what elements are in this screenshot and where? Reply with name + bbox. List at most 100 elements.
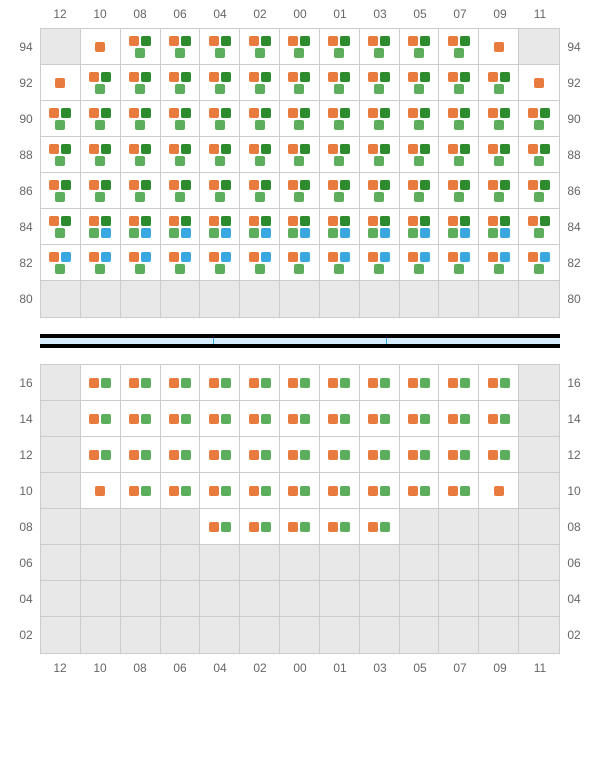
seat-cell[interactable] [121,65,161,101]
seat-cell[interactable] [161,173,201,209]
seat-cell[interactable] [161,137,201,173]
seat-cell[interactable] [200,173,240,209]
seat-cell[interactable] [400,365,440,401]
seat-cell[interactable] [360,401,400,437]
seat-cell[interactable] [161,29,201,65]
seat-cell[interactable] [439,245,479,281]
seat-cell[interactable] [240,137,280,173]
seat-cell[interactable] [81,437,121,473]
seat-cell[interactable] [519,173,559,209]
seat-cell[interactable] [439,65,479,101]
seat-cell[interactable] [360,365,400,401]
seat-cell[interactable] [439,137,479,173]
seat-cell[interactable] [161,101,201,137]
seat-cell[interactable] [121,401,161,437]
seat-cell[interactable] [479,29,519,65]
seat-cell[interactable] [320,65,360,101]
seat-cell[interactable] [121,29,161,65]
seat-cell[interactable] [479,245,519,281]
seat-cell[interactable] [81,401,121,437]
seat-cell[interactable] [400,473,440,509]
seat-cell[interactable] [519,101,559,137]
seat-cell[interactable] [161,65,201,101]
seat-cell[interactable] [121,101,161,137]
seat-cell[interactable] [81,65,121,101]
seat-cell[interactable] [439,209,479,245]
seat-cell[interactable] [360,29,400,65]
seat-cell[interactable] [121,365,161,401]
seat-cell[interactable] [240,473,280,509]
seat-cell[interactable] [320,437,360,473]
seat-cell[interactable] [240,101,280,137]
seat-cell[interactable] [240,65,280,101]
seat-cell[interactable] [360,209,400,245]
seat-cell[interactable] [41,101,81,137]
seat-cell[interactable] [200,473,240,509]
seat-cell[interactable] [400,173,440,209]
seat-cell[interactable] [121,209,161,245]
seat-cell[interactable] [360,473,400,509]
seat-cell[interactable] [479,173,519,209]
seat-cell[interactable] [360,509,400,545]
seat-cell[interactable] [240,365,280,401]
seat-cell[interactable] [439,173,479,209]
seat-cell[interactable] [360,65,400,101]
seat-cell[interactable] [519,65,559,101]
seat-cell[interactable] [360,245,400,281]
seat-cell[interactable] [280,29,320,65]
seat-cell[interactable] [240,209,280,245]
seat-cell[interactable] [439,437,479,473]
seat-cell[interactable] [280,101,320,137]
seat-cell[interactable] [400,29,440,65]
seat-cell[interactable] [240,401,280,437]
seat-cell[interactable] [439,29,479,65]
seat-cell[interactable] [200,437,240,473]
seat-cell[interactable] [320,473,360,509]
seat-cell[interactable] [439,401,479,437]
seat-cell[interactable] [320,401,360,437]
seat-cell[interactable] [200,137,240,173]
seat-cell[interactable] [41,173,81,209]
seat-cell[interactable] [81,365,121,401]
seat-cell[interactable] [280,137,320,173]
seat-cell[interactable] [320,365,360,401]
seat-cell[interactable] [41,245,81,281]
seat-cell[interactable] [240,437,280,473]
seat-cell[interactable] [400,137,440,173]
seat-cell[interactable] [360,101,400,137]
seat-cell[interactable] [41,137,81,173]
seat-cell[interactable] [81,101,121,137]
seat-cell[interactable] [479,401,519,437]
seat-cell[interactable] [280,473,320,509]
seat-cell[interactable] [479,137,519,173]
seat-cell[interactable] [161,209,201,245]
seat-cell[interactable] [121,437,161,473]
seat-cell[interactable] [280,173,320,209]
seat-cell[interactable] [400,245,440,281]
seat-cell[interactable] [320,245,360,281]
seat-cell[interactable] [280,65,320,101]
seat-cell[interactable] [200,101,240,137]
seat-cell[interactable] [280,245,320,281]
seat-cell[interactable] [360,173,400,209]
seat-cell[interactable] [121,245,161,281]
seat-cell[interactable] [161,437,201,473]
seat-cell[interactable] [479,365,519,401]
seat-cell[interactable] [439,365,479,401]
seat-cell[interactable] [400,65,440,101]
seat-cell[interactable] [240,509,280,545]
seat-cell[interactable] [479,473,519,509]
seat-cell[interactable] [200,245,240,281]
seat-cell[interactable] [320,173,360,209]
seat-cell[interactable] [240,173,280,209]
seat-cell[interactable] [479,437,519,473]
seat-cell[interactable] [81,173,121,209]
seat-cell[interactable] [360,437,400,473]
seat-cell[interactable] [320,29,360,65]
seat-cell[interactable] [200,401,240,437]
seat-cell[interactable] [240,245,280,281]
seat-cell[interactable] [200,509,240,545]
seat-cell[interactable] [161,401,201,437]
seat-cell[interactable] [121,137,161,173]
seat-cell[interactable] [320,509,360,545]
